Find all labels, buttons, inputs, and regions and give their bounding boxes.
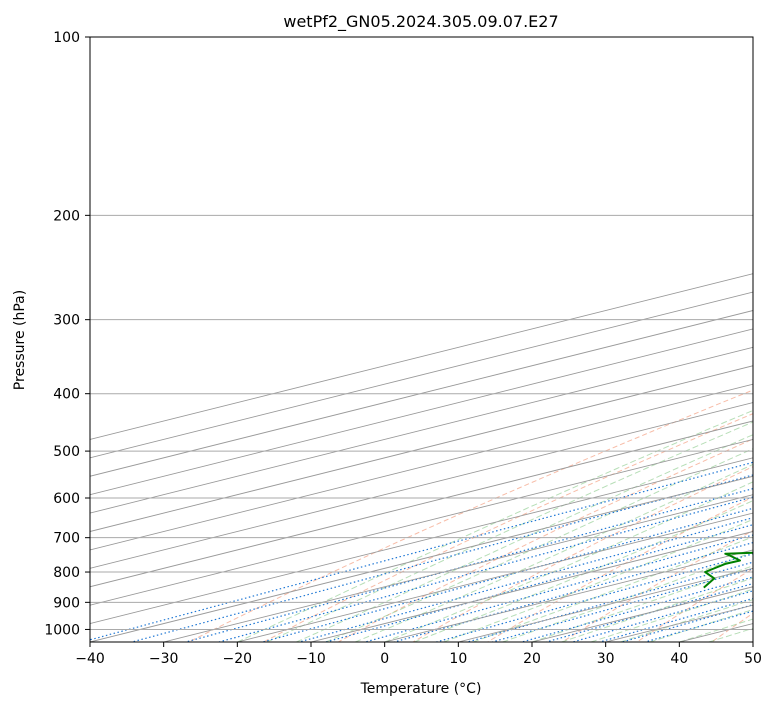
- y-tick-label: 500: [53, 444, 80, 460]
- moist-adiabat: [237, 409, 753, 642]
- isotherm: [237, 512, 753, 642]
- x-tick-label: 50: [744, 651, 762, 667]
- isobar-grid: [90, 37, 753, 630]
- y-tick-label: 700: [53, 531, 80, 547]
- mixing-ratio-line: [185, 487, 753, 642]
- x-tick-label: 30: [597, 651, 615, 667]
- x-tick-label: −10: [296, 651, 326, 667]
- isotherm: [90, 402, 753, 569]
- mixing-ratio-line: [572, 590, 753, 642]
- mixing-ratio-line: [90, 461, 753, 641]
- x-tick-label: −40: [75, 651, 105, 667]
- mixing-ratio-line: [622, 604, 753, 642]
- x-tick-label: −20: [223, 651, 253, 667]
- plot-area: 0.10.20.40.611.52346810131620253036-100-…: [90, 37, 753, 642]
- y-tick-label: 400: [53, 387, 80, 403]
- moist-adiabat: [296, 434, 753, 642]
- isotherm: [90, 383, 753, 551]
- isotherm: [163, 494, 753, 642]
- moist-adiabat: [620, 599, 753, 642]
- isotherm: [90, 310, 753, 477]
- moist-adiabat: [266, 421, 753, 642]
- isotherm: [90, 273, 753, 440]
- moist-adiabat: [472, 536, 753, 642]
- dry-adiabat: [188, 389, 753, 642]
- isotherm: [90, 457, 753, 625]
- y-tick-label: 800: [53, 565, 80, 581]
- y-tick-label: 300: [53, 313, 80, 329]
- skewed-isotherms: [90, 273, 753, 642]
- y-axis-label: Pressure (hPa): [12, 290, 28, 390]
- y-tick-label: 1000: [44, 622, 80, 638]
- mixing-ratio-line: [365, 534, 753, 642]
- dry-adiabat: [263, 413, 753, 642]
- x-tick-label: 0: [380, 651, 389, 667]
- plot-frame: [89, 36, 754, 643]
- isotherm: [90, 438, 753, 606]
- dry-adiabat: [337, 438, 753, 642]
- x-tick-label: 40: [670, 651, 688, 667]
- isotherm: [90, 291, 753, 459]
- moist-adiabat: [561, 577, 753, 642]
- y-tick-label: 600: [53, 491, 80, 507]
- y-tick-label: 200: [53, 208, 80, 224]
- isotherm: [90, 475, 753, 642]
- isotherm: [90, 328, 753, 496]
- x-tick-label: −30: [149, 651, 179, 667]
- x-tick-label: 10: [449, 651, 467, 667]
- x-axis: −40 −30 −20 −10 0 10 20 30 40 50: [75, 642, 762, 667]
- y-tick-label: 900: [53, 595, 80, 611]
- x-tick-label: 20: [523, 651, 541, 667]
- y-tick-label: 100: [53, 30, 80, 46]
- chart-title: wetPf2_GN05.2024.305.09.07.E27: [283, 12, 558, 32]
- moist-adiabat: [325, 448, 753, 642]
- x-axis-label: Temperature (°C): [360, 681, 482, 697]
- mixing-ratio-line: [325, 524, 753, 642]
- isotherm: [310, 531, 753, 642]
- moist-adiabat: [443, 518, 753, 642]
- y-axis: 100 200 300 400 500 600 700 800 900 1000: [44, 30, 90, 638]
- mixing-ratio-line: [131, 474, 753, 642]
- mixing-ratio-line: [467, 561, 753, 642]
- isotherm: [90, 420, 753, 588]
